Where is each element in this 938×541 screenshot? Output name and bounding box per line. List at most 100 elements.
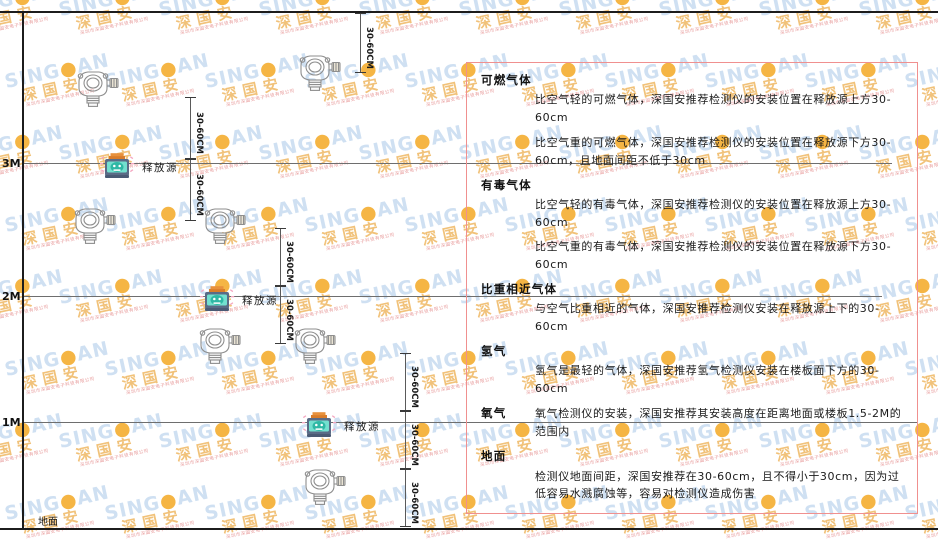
release-source-label: 释放源 — [242, 295, 278, 307]
watermark-company: 深圳市深国安电子科技有限公司 — [0, 448, 50, 469]
dimension-tick — [185, 159, 196, 160]
dimension-tick — [275, 228, 286, 229]
panel-section: 地面 检测仪地面间距，深国安推荐在30-60cm，且不得小于30cm，因为过低容易… — [481, 448, 907, 503]
dimension-tick — [400, 468, 411, 469]
watermark-brand-cn: 深国安 — [774, 2, 840, 33]
watermark-company: 深圳市深国安电子科技有限公司 — [225, 376, 296, 397]
watermark-brand-cn: 深国安 — [474, 2, 540, 33]
watermark-company: 深圳市深国安电子科技有限公司 — [79, 448, 150, 469]
watermark-company: 深圳市深国安电子科技有限公司 — [325, 232, 396, 253]
gas-detector-icon — [73, 68, 119, 112]
level-label-1m: 1M — [2, 416, 21, 429]
watermark-brand-cn: 深国安 — [374, 290, 440, 321]
watermark-company: 深圳市深国安电子科技有限公司 — [25, 376, 96, 397]
watermark-brand-cn: 深国安 — [320, 218, 386, 249]
dimension-tick — [275, 286, 286, 287]
watermark-company: 深圳市深国安电子科技有限公司 — [79, 304, 150, 325]
panel-section-title: 有毒气体 — [481, 177, 532, 192]
dimension-label: 30-60CM — [409, 366, 419, 408]
frame-bottom-border — [0, 528, 938, 530]
dimension-tick — [400, 353, 411, 354]
dimension-label: 30-60CM — [284, 241, 294, 283]
level-line — [22, 296, 882, 297]
dimension-tick — [355, 13, 366, 14]
watermark-brand-cn: 深国安 — [920, 218, 938, 249]
panel-section: 氧气 氧气检测仪的安装，深国安推荐其安装高度在距离地面或楼板1.5-2M的范围内 — [481, 405, 907, 448]
dimension-line — [190, 97, 191, 159]
level-line — [22, 163, 892, 164]
watermark-company: 深圳市深国安电子科技有限公司 — [779, 16, 850, 37]
watermark-brand: SING●AN — [356, 121, 466, 166]
watermark-brand: SING●AN — [156, 121, 266, 166]
panel-section-title: 可燃气体 — [481, 73, 532, 87]
watermark-brand-cn: 深国安 — [920, 74, 938, 105]
watermark-company: 深圳市深国安电子科技有限公司 — [379, 448, 450, 469]
dimension-tick — [275, 343, 286, 344]
frame-top-border — [0, 11, 938, 13]
watermark-company: 深圳市深国安电子科技有限公司 — [0, 16, 50, 37]
panel-section-paragraph: 比空气重的可燃气体，深国安推荐检测仪的安装位置在释放源下方30-60cm，且地面… — [535, 135, 892, 167]
dimension-label: 30-60CM — [409, 424, 419, 466]
watermark-brand-cn: 深国安 — [20, 362, 86, 393]
watermark-company: 深圳市深国安电子科技有限公司 — [379, 16, 450, 37]
watermark-brand: SING●AN — [102, 49, 212, 94]
watermark-brand-cn: 深国安 — [20, 506, 86, 537]
watermark-company: 深圳市深国安电子科技有限公司 — [379, 304, 450, 325]
dimension-line — [405, 353, 406, 411]
dimension-tick — [185, 220, 196, 221]
watermark-brand-cn: 深国安 — [0, 434, 40, 465]
watermark-company: 深圳市深国安电子科技有限公司 — [125, 376, 196, 397]
watermark-company: 深圳市深国安电子科技有限公司 — [179, 448, 250, 469]
panel-section-title: 氢气 — [481, 343, 507, 358]
watermark-company: 深圳市深国安电子科技有限公司 — [79, 16, 150, 37]
watermark-brand-cn: 深国安 — [74, 434, 140, 465]
watermark-company: 深圳市深国安电子科技有限公司 — [879, 16, 938, 37]
watermark-brand-cn: 深国安 — [0, 2, 40, 33]
watermark-company: 深圳市深国安电子科技有限公司 — [925, 232, 938, 253]
gas-detector-icon — [195, 325, 241, 369]
dimension-tick — [275, 285, 286, 286]
watermark-brand-cn: 深国安 — [674, 2, 740, 33]
level-label-2m: 2M — [2, 290, 21, 303]
watermark-brand-cn: 深国安 — [574, 2, 640, 33]
gas-detector-icon — [200, 205, 246, 249]
watermark-brand: SING●AN — [56, 409, 166, 454]
panel-section: 氢气 氢气是最轻的气体，深国安推荐氢气检测仪安装在楼板面下方的30-60cm — [481, 343, 907, 398]
release-source-icon — [98, 150, 136, 188]
panel-section-paragraph: 比空气轻的有毒气体，深国安推荐检测仪的安装位置在释放源上方30-60cm — [535, 197, 892, 229]
watermark-company: 深圳市深国安电子科技有限公司 — [0, 304, 50, 325]
dimension-marker: 30-60CM — [400, 411, 419, 469]
watermark-brand-cn: 深国安 — [374, 146, 440, 177]
ground-label: 地面 — [38, 517, 58, 528]
dimension-marker: 30-60CM — [355, 13, 374, 73]
watermark-company: 深圳市深国安电子科技有限公司 — [179, 16, 250, 37]
watermark-brand-cn: 深国安 — [74, 2, 140, 33]
panel-section: 比重相近气体 与空气比重相近的气体，深国安推荐检测仪安装在释放源上下的30-60c… — [481, 281, 907, 336]
panel-section: 有毒气体 比空气轻的有毒气体，深国安推荐检测仪的安装位置在释放源上方30-60cm… — [481, 177, 907, 275]
dimension-tick — [400, 410, 411, 411]
watermark-brand-cn: 深国安 — [74, 290, 140, 321]
watermark-brand-cn: 深国安 — [920, 506, 938, 537]
panel-section: 可燃气体 比空气轻的可燃气体，深国安推荐检测仪的安装位置在释放源上方30-60cm… — [481, 72, 907, 170]
release-source-icon — [300, 409, 338, 447]
dimension-label: 30-60CM — [409, 482, 419, 524]
watermark-brand-cn: 深国安 — [174, 2, 240, 33]
panel-section-paragraph: 比空气轻的可燃气体，深国安推荐检测仪的安装位置在释放源上方30-60cm — [535, 93, 892, 125]
panel-section-paragraph: 氧气检测仪的安装，深国安推荐其安装高度在距离地面或楼板1.5-2M的范围内 — [535, 406, 902, 438]
watermark-brand-cn: 深国安 — [920, 362, 938, 393]
watermark-brand: SING●AN — [302, 193, 412, 238]
watermark-company: 深圳市深国安电子科技有限公司 — [925, 88, 938, 109]
